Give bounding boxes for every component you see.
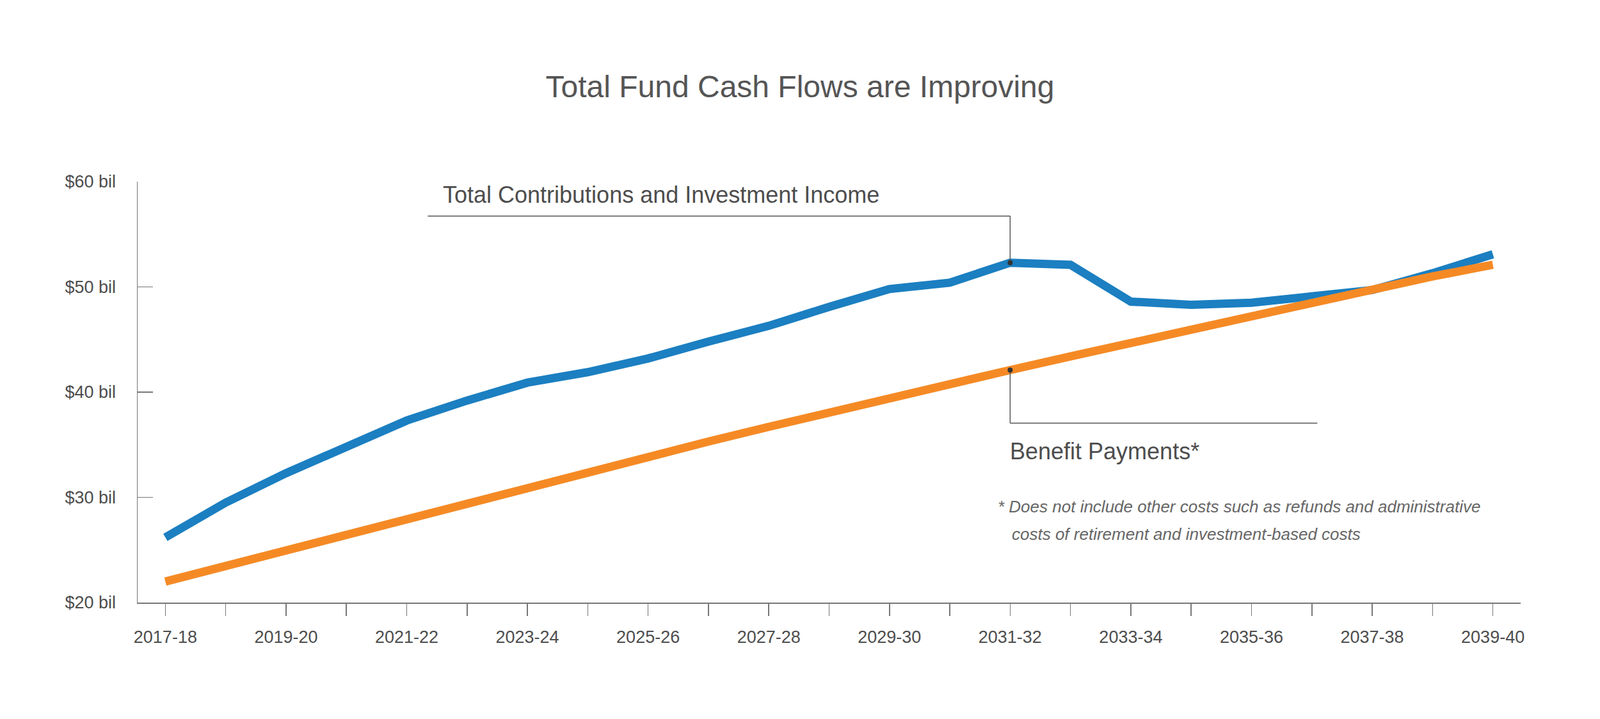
svg-text:2035-36: 2035-36	[1219, 627, 1284, 648]
svg-text:$40 bil: $40 bil	[65, 382, 117, 402]
svg-text:$60 bil: $60 bil	[65, 172, 117, 192]
svg-text:$20 bil: $20 bil	[65, 593, 117, 613]
svg-text:$50 bil: $50 bil	[65, 277, 117, 297]
svg-text:2031-32: 2031-32	[978, 627, 1042, 648]
svg-text:Benefit Payments*: Benefit Payments*	[1009, 438, 1200, 465]
svg-text:Total Contributions and Invest: Total Contributions and Investment Incom…	[442, 181, 880, 208]
svg-text:2025-26: 2025-26	[616, 627, 680, 648]
svg-text:* Does not include other costs: * Does not include other costs such as r…	[997, 497, 1481, 517]
svg-text:Total Fund Cash Flows are Impr: Total Fund Cash Flows are Improving	[545, 69, 1055, 104]
svg-text:2029-30: 2029-30	[857, 627, 921, 648]
svg-text:$30 bil: $30 bil	[65, 488, 117, 508]
svg-text:costs of retirement and invest: costs of retirement and investment-based…	[1011, 524, 1361, 544]
svg-text:2023-24: 2023-24	[496, 627, 560, 648]
svg-text:2017-18: 2017-18	[133, 627, 198, 648]
svg-text:2027-28: 2027-28	[737, 627, 801, 648]
svg-text:2033-34: 2033-34	[1098, 627, 1163, 648]
svg-text:2039-40: 2039-40	[1461, 627, 1525, 648]
svg-text:2021-22: 2021-22	[375, 627, 439, 648]
svg-text:2037-38: 2037-38	[1340, 627, 1405, 648]
svg-text:2019-20: 2019-20	[254, 627, 318, 648]
